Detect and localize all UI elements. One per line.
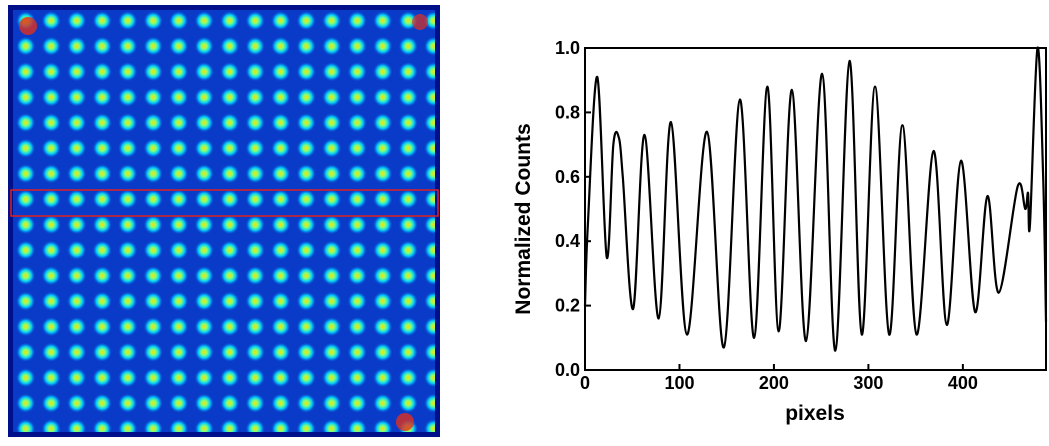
- x-tick-label: 100: [664, 373, 694, 393]
- y-tick-label: 0.8: [555, 102, 580, 122]
- plot-frame: [584, 47, 1047, 371]
- x-tick-label: 400: [948, 373, 978, 393]
- flood-map: [8, 5, 440, 437]
- y-tick-label: 1.0: [555, 38, 580, 58]
- y-tick-label: 0.0: [555, 360, 580, 380]
- x-axis-label: pixels: [785, 402, 845, 425]
- x-tick-label: 200: [759, 373, 789, 393]
- x-tick-label: 300: [853, 373, 883, 393]
- y-tick-label: 0.4: [555, 231, 580, 251]
- line-chart: Normalized Counts pixels 0.0 0.2 0.4 0.6 0.8…: [512, 38, 1048, 425]
- y-tick-label: 0.6: [555, 167, 580, 187]
- y-axis-label: Normalized Counts: [512, 123, 535, 314]
- x-tick-label: 0: [580, 373, 590, 393]
- y-tick-label: 0.2: [555, 296, 580, 316]
- data-line: [583, 46, 1048, 352]
